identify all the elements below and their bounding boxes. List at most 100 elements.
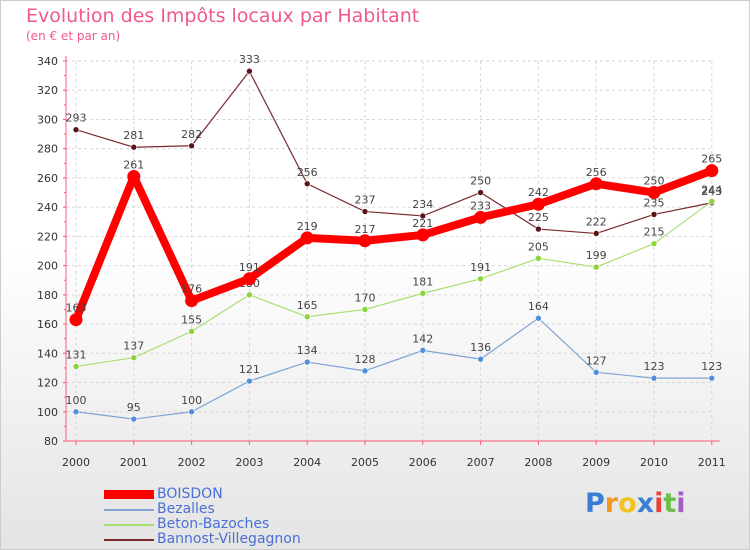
data-point-bannost-villegagnon bbox=[361, 208, 369, 215]
data-point-bezalles bbox=[361, 367, 369, 375]
legend-label-beton-bazoches: Beton-Bazoches bbox=[157, 516, 270, 532]
x-tick-label: 2011 bbox=[698, 456, 726, 469]
logo-letter: o bbox=[618, 488, 637, 519]
series-line-beton-bazoches bbox=[75, 200, 713, 368]
x-tick-label: 2006 bbox=[409, 456, 437, 469]
data-label-boisdon: 242 bbox=[528, 186, 549, 199]
data-point-bannost-villegagnon bbox=[650, 211, 658, 218]
y-tick-label: 240 bbox=[37, 201, 58, 214]
data-label-bezalles: 100 bbox=[66, 394, 87, 407]
data-point-boisdon bbox=[416, 228, 430, 242]
data-label-bezalles: 127 bbox=[586, 354, 607, 367]
data-label-beton-bazoches: 165 bbox=[297, 299, 318, 312]
chart-title: Evolution des Impôts locaux par Habitant bbox=[26, 5, 420, 27]
data-point-beton-bazoches bbox=[708, 198, 716, 205]
data-label-bannost-villegagnon: 293 bbox=[66, 112, 87, 125]
series-line-boisdon bbox=[72, 166, 716, 324]
data-point-beton-bazoches bbox=[72, 363, 80, 370]
data-label-bezalles: 100 bbox=[181, 394, 202, 407]
data-point-bezalles bbox=[419, 347, 427, 354]
data-label-boisdon: 217 bbox=[355, 223, 376, 236]
y-tick-label: 340 bbox=[37, 55, 58, 68]
data-point-boisdon bbox=[242, 272, 256, 286]
data-point-beton-bazoches bbox=[303, 313, 311, 321]
data-label-bannost-villegagnon: 222 bbox=[586, 215, 607, 228]
data-point-beton-bazoches bbox=[188, 328, 195, 335]
data-point-bannost-villegagnon bbox=[419, 212, 427, 220]
data-point-beton-bazoches bbox=[477, 275, 484, 283]
data-label-beton-bazoches: 244 bbox=[701, 183, 722, 196]
legend-item-beton-bazoches: Beton-Bazoches bbox=[104, 517, 269, 532]
data-label-bezalles: 123 bbox=[644, 360, 665, 373]
data-label-beton-bazoches: 155 bbox=[181, 313, 202, 326]
data-label-boisdon: 261 bbox=[123, 158, 144, 171]
y-tick-label: 260 bbox=[37, 172, 58, 185]
data-point-bannost-villegagnon bbox=[72, 126, 80, 133]
data-point-boisdon bbox=[127, 169, 141, 183]
data-label-boisdon: 265 bbox=[701, 153, 722, 166]
x-tick-label: 2005 bbox=[351, 456, 379, 469]
data-point-bezalles bbox=[72, 408, 80, 416]
legend-item-bannost-villegagnon: Bannost-Villegagnon bbox=[104, 532, 301, 547]
data-point-bezalles bbox=[535, 314, 542, 322]
data-label-bannost-villegagnon: 281 bbox=[123, 129, 144, 142]
data-point-boisdon bbox=[358, 234, 372, 248]
legend-label-bannost-villegagnon: Bannost-Villegagnon bbox=[157, 531, 301, 547]
data-label-boisdon: 221 bbox=[412, 217, 433, 230]
legend-item-bezalles: Bezalles bbox=[104, 502, 215, 517]
data-point-boisdon bbox=[474, 210, 488, 224]
data-point-bannost-villegagnon bbox=[130, 143, 138, 151]
legend-label-boisdon: BOISDON bbox=[157, 486, 223, 502]
data-label-bezalles: 136 bbox=[470, 341, 491, 354]
data-point-beton-bazoches bbox=[592, 263, 600, 271]
logo-letter: r bbox=[604, 488, 619, 519]
proxiti-logo: Proxiti bbox=[585, 488, 686, 519]
data-point-boisdon bbox=[589, 177, 603, 191]
legend-swatch-boisdon bbox=[104, 490, 154, 499]
data-label-beton-bazoches: 191 bbox=[470, 261, 491, 274]
data-point-beton-bazoches bbox=[246, 291, 253, 299]
data-point-bezalles bbox=[130, 415, 138, 423]
data-label-bannost-villegagnon: 225 bbox=[528, 211, 549, 224]
data-point-bezalles bbox=[592, 369, 600, 376]
data-point-bannost-villegagnon bbox=[477, 189, 484, 196]
data-label-beton-bazoches: 199 bbox=[586, 249, 607, 262]
data-point-beton-bazoches bbox=[130, 354, 138, 361]
data-label-bezalles: 123 bbox=[701, 360, 722, 373]
data-label-bannost-villegagnon: 243 bbox=[701, 185, 722, 198]
data-point-boisdon bbox=[69, 313, 83, 327]
legend-swatch-bannost-villegagnon bbox=[104, 538, 154, 541]
data-label-bannost-villegagnon: 333 bbox=[239, 53, 260, 66]
data-point-bezalles bbox=[477, 355, 484, 363]
y-tick-label: 320 bbox=[37, 84, 58, 97]
y-tick-label: 180 bbox=[37, 289, 58, 302]
data-label-bezalles: 164 bbox=[528, 300, 549, 313]
data-point-bannost-villegagnon bbox=[188, 142, 195, 150]
data-point-bezalles bbox=[303, 358, 311, 366]
x-tick-label: 2000 bbox=[62, 456, 90, 469]
x-tick-label: 2009 bbox=[582, 456, 610, 469]
data-label-boisdon: 233 bbox=[470, 199, 491, 212]
data-label-boisdon: 176 bbox=[181, 283, 202, 296]
series-line-bannost-villegagnon bbox=[75, 70, 713, 235]
data-label-bannost-villegagnon: 250 bbox=[470, 175, 491, 188]
logo-letter: i bbox=[676, 488, 686, 519]
legend-swatch-bezalles bbox=[104, 508, 154, 511]
data-point-beton-bazoches bbox=[535, 255, 542, 262]
data-label-beton-bazoches: 215 bbox=[644, 226, 665, 239]
data-point-beton-bazoches bbox=[419, 290, 427, 297]
data-label-bannost-villegagnon: 235 bbox=[644, 196, 665, 209]
data-point-boisdon bbox=[705, 164, 719, 178]
data-point-bezalles bbox=[246, 377, 253, 385]
legend-label-bezalles: Bezalles bbox=[157, 501, 215, 517]
chart-subtitle: (en € et par an) bbox=[26, 29, 121, 43]
x-tick-label: 2004 bbox=[293, 456, 321, 469]
data-point-bannost-villegagnon bbox=[246, 67, 253, 75]
logo-letter: i bbox=[654, 488, 664, 519]
y-tick-label: 280 bbox=[37, 143, 58, 156]
logo-letter: P bbox=[585, 488, 605, 519]
data-label-boisdon: 256 bbox=[586, 166, 607, 179]
data-point-boisdon bbox=[185, 294, 199, 308]
